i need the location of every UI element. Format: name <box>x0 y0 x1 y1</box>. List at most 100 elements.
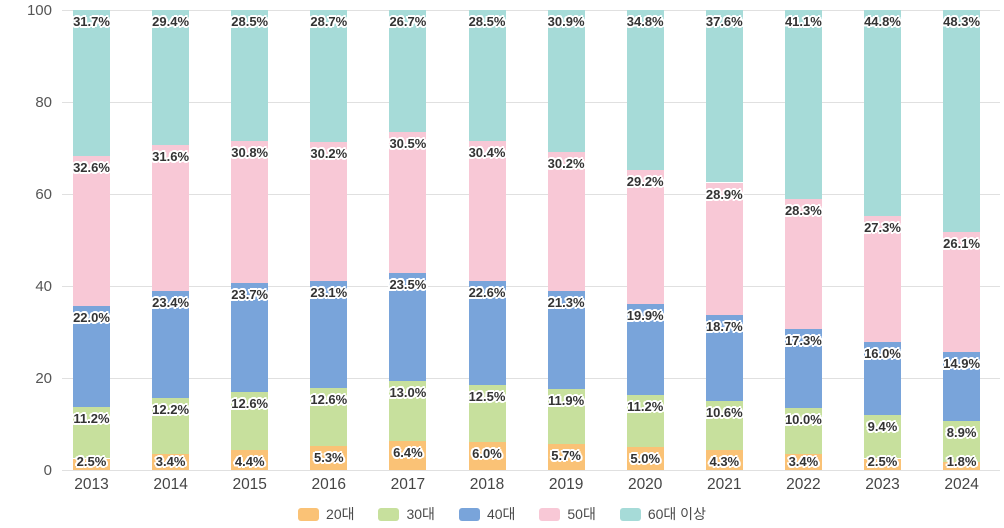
x-axis-label: 2024 <box>944 476 979 493</box>
value-label: 22.0% <box>73 309 110 325</box>
bar-segment <box>389 440 427 470</box>
value-label: 2.5% <box>76 454 107 469</box>
value-label: 12.6% <box>231 395 269 411</box>
bar-segment <box>73 305 110 407</box>
gridline <box>62 193 1000 195</box>
bar-segment <box>943 420 981 462</box>
value-label: 13.0% <box>389 384 427 400</box>
bar-segment <box>705 182 743 316</box>
value-label: 14.9% <box>943 356 981 372</box>
bar-segment <box>231 391 269 450</box>
value-label: 26.1% <box>943 236 981 252</box>
gridline <box>62 101 1000 103</box>
value-label: 23.4% <box>152 294 190 310</box>
legend: 20대 30대 40대 50대 60대 이상 <box>0 503 1004 525</box>
legend-item[interactable]: 30대 <box>378 504 435 524</box>
value-label: 28.7% <box>310 14 348 30</box>
bar-segment <box>231 449 269 470</box>
bar-segment <box>784 198 822 329</box>
value-label: 30.2% <box>310 146 348 162</box>
bar-segment <box>626 9 664 170</box>
gridline <box>62 285 1000 287</box>
value-label: 12.6% <box>310 391 348 407</box>
y-axis-tick-label: 100 <box>26 2 52 19</box>
bar-segment <box>547 152 585 292</box>
bar-segment <box>864 415 901 459</box>
bar-segment <box>864 216 901 342</box>
value-label: 31.7% <box>73 14 110 29</box>
bar-segment <box>864 341 901 416</box>
value-label: 6.4% <box>393 444 423 460</box>
value-label: 32.6% <box>73 159 110 175</box>
bar-segment <box>152 145 190 291</box>
value-label: 30.4% <box>468 145 506 161</box>
value-label: 34.8% <box>626 13 664 29</box>
value-label: 11.9% <box>548 393 585 409</box>
bar-segment <box>310 281 348 388</box>
value-label: 26.7% <box>389 13 427 29</box>
value-label: 27.3% <box>864 220 901 236</box>
value-label: 28.9% <box>705 186 743 202</box>
legend-item[interactable]: 20대 <box>298 504 354 524</box>
bar-segment <box>73 155 110 306</box>
bar-segment <box>626 303 664 396</box>
bar-segment <box>468 384 506 443</box>
x-axis-label: 2019 <box>548 476 584 493</box>
bar-segment <box>389 272 427 381</box>
legend-item[interactable]: 50대 <box>539 504 596 524</box>
bar-segment <box>547 291 585 390</box>
bar-segment <box>784 408 822 455</box>
bar-segment <box>705 401 743 451</box>
value-label: 12.5% <box>468 388 506 404</box>
legend-label: 40대 <box>486 506 516 522</box>
value-label: 6.0% <box>472 446 502 462</box>
legend-item[interactable]: 60대 이상 <box>619 504 706 524</box>
legend-item[interactable]: 40대 <box>458 504 516 524</box>
legend-label: 20대 <box>326 506 355 522</box>
value-label: 21.3% <box>547 295 585 311</box>
value-label: 37.6% <box>705 13 743 29</box>
bar-segment <box>547 389 585 444</box>
x-axis-label: 2014 <box>153 476 188 493</box>
value-label: 5.0% <box>630 451 661 466</box>
legend-swatch-icon <box>378 507 400 521</box>
bar-segment <box>547 10 585 153</box>
value-label: 41.1% <box>784 13 822 29</box>
bar-segment <box>468 442 506 470</box>
bar-segment <box>705 9 743 183</box>
legend-label: 60대 이상 <box>647 506 706 522</box>
value-label: 4.4% <box>234 453 265 469</box>
bar-segment <box>705 450 743 470</box>
bar-segment <box>310 445 348 470</box>
bar-segment <box>152 10 190 146</box>
bar-segment <box>73 458 110 470</box>
value-label: 30.2% <box>547 156 585 172</box>
bar-segment <box>468 141 506 281</box>
value-label: 18.7% <box>705 319 743 335</box>
y-axis-tick-label: 60 <box>35 186 52 203</box>
y-axis-tick-label: 20 <box>35 370 52 387</box>
value-label: 28.5% <box>468 14 506 29</box>
bar-segment <box>626 447 664 470</box>
bar-segment <box>73 406 110 459</box>
value-label: 1.8% <box>946 454 977 469</box>
value-label: 23.7% <box>231 286 269 302</box>
bar-segment <box>784 9 822 199</box>
bar-segment <box>152 290 190 399</box>
bar-segment <box>547 443 585 470</box>
value-label: 19.9% <box>626 307 664 323</box>
value-label: 2.5% <box>867 454 898 469</box>
value-label: 29.2% <box>626 173 664 189</box>
gridline <box>62 469 1000 471</box>
value-label: 48.3% <box>943 14 981 29</box>
legend-swatch-icon <box>458 507 480 521</box>
bar-segment <box>943 232 981 353</box>
y-axis-tick-label: 80 <box>35 94 52 111</box>
value-label: 12.2% <box>152 402 190 418</box>
x-axis-label: 2020 <box>627 476 663 493</box>
legend-swatch-icon <box>539 507 561 521</box>
value-label: 30.9% <box>547 14 585 29</box>
legend-swatch-icon <box>619 507 641 521</box>
value-label: 11.2% <box>73 410 110 426</box>
value-label: 4.3% <box>709 454 740 469</box>
